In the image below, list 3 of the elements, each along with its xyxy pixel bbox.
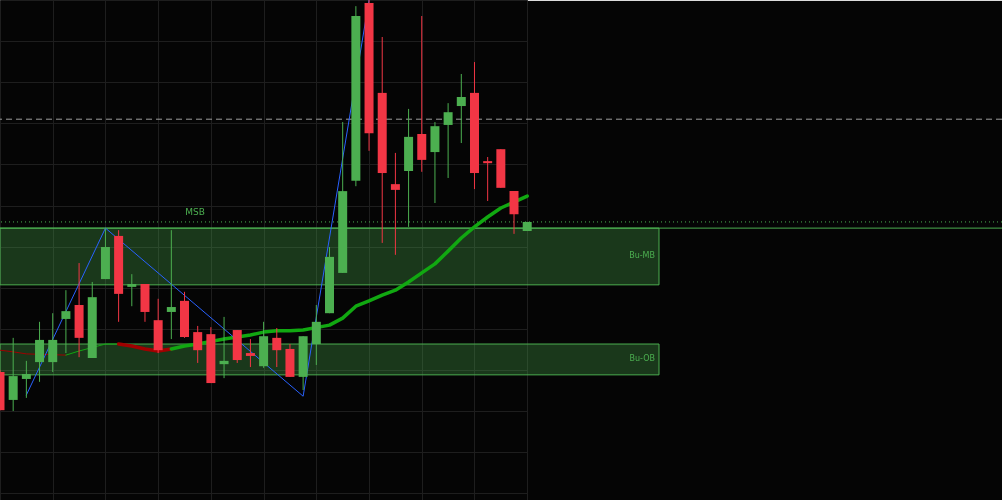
band-label: Bu-MB [629, 251, 655, 261]
band-label: Bu-OB [629, 354, 655, 364]
ref-line-label: MSB [185, 207, 205, 218]
